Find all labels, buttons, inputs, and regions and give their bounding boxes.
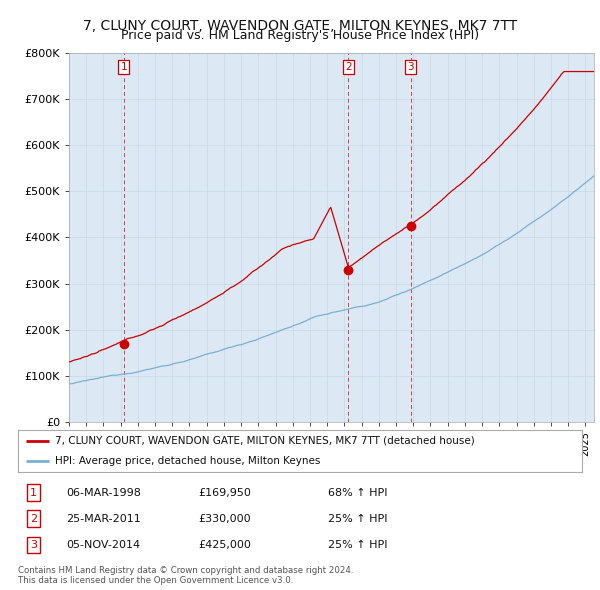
Text: 2: 2 (29, 514, 37, 523)
Text: 25-MAR-2011: 25-MAR-2011 (66, 514, 140, 523)
Text: 06-MAR-1998: 06-MAR-1998 (66, 487, 141, 497)
Text: 2: 2 (345, 62, 352, 72)
Text: £425,000: £425,000 (199, 540, 251, 550)
Text: Contains HM Land Registry data © Crown copyright and database right 2024.: Contains HM Land Registry data © Crown c… (18, 566, 353, 575)
Text: HPI: Average price, detached house, Milton Keynes: HPI: Average price, detached house, Milt… (55, 455, 320, 466)
Text: Price paid vs. HM Land Registry's House Price Index (HPI): Price paid vs. HM Land Registry's House … (121, 30, 479, 42)
Text: 3: 3 (30, 540, 37, 550)
Text: 25% ↑ HPI: 25% ↑ HPI (328, 540, 388, 550)
Text: 7, CLUNY COURT, WAVENDON GATE, MILTON KEYNES, MK7 7TT: 7, CLUNY COURT, WAVENDON GATE, MILTON KE… (83, 19, 517, 33)
Text: £330,000: £330,000 (199, 514, 251, 523)
Text: 1: 1 (121, 62, 127, 72)
Text: This data is licensed under the Open Government Licence v3.0.: This data is licensed under the Open Gov… (18, 576, 293, 585)
Text: £169,950: £169,950 (199, 487, 251, 497)
Text: 68% ↑ HPI: 68% ↑ HPI (328, 487, 388, 497)
Text: 3: 3 (407, 62, 414, 72)
Text: 05-NOV-2014: 05-NOV-2014 (66, 540, 140, 550)
Text: 7, CLUNY COURT, WAVENDON GATE, MILTON KEYNES, MK7 7TT (detached house): 7, CLUNY COURT, WAVENDON GATE, MILTON KE… (55, 436, 475, 446)
Text: 25% ↑ HPI: 25% ↑ HPI (328, 514, 388, 523)
Text: 1: 1 (30, 487, 37, 497)
